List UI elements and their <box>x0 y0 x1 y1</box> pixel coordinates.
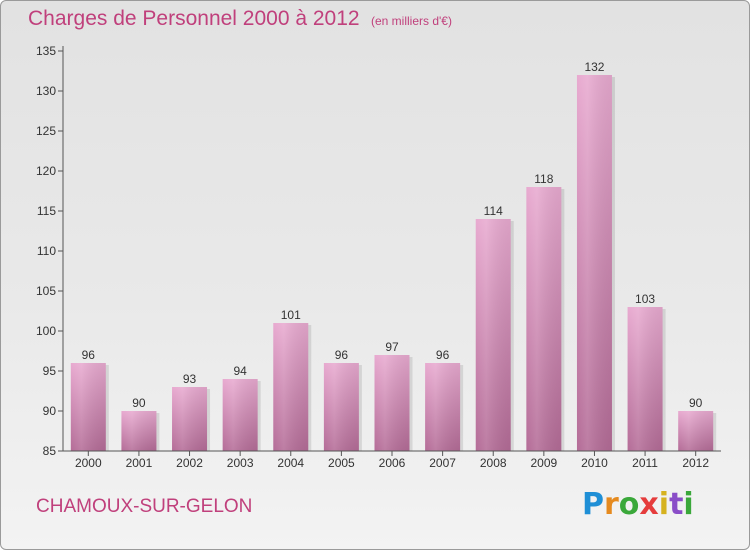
y-tick-label: 110 <box>37 244 56 258</box>
bar-value-label: 118 <box>534 172 553 186</box>
y-tick-label: 120 <box>36 164 56 178</box>
bar-value-label: 90 <box>689 396 703 410</box>
bar-value-label: 96 <box>335 348 349 362</box>
bar-sheen <box>323 363 359 451</box>
y-tick-label: 100 <box>36 324 56 338</box>
y-tick-label: 135 <box>36 44 56 58</box>
logo-letter: t <box>669 487 684 522</box>
y-tick-label: 125 <box>36 124 56 138</box>
bar-value-label: 90 <box>132 396 146 410</box>
proxiti-logo: Proxiti <box>582 487 694 522</box>
logo-letter: P <box>582 487 604 522</box>
y-tick-label: 115 <box>37 204 56 218</box>
chart-subtitle: (en milliers d'€) <box>371 14 452 28</box>
y-tick-label: 105 <box>36 284 56 298</box>
bar-value-label: 103 <box>635 292 655 306</box>
x-tick-label: 2001 <box>126 456 153 470</box>
x-tick-label: 2003 <box>227 456 254 470</box>
x-axis: 2000 2001 2002 2003 2004 2005 2006 2007 2008 2009… <box>63 450 721 470</box>
x-tick-label: 2007 <box>429 456 456 470</box>
bar-value-label: 93 <box>183 372 197 386</box>
bar-sheen <box>475 219 511 451</box>
x-tick-label: 2008 <box>480 456 507 470</box>
x-tick-label: 2006 <box>379 456 406 470</box>
bar-sheen <box>121 411 157 451</box>
y-axis: 85 90 95 100 105 110 115 120 125 130 135 <box>36 44 64 458</box>
bar-value-label: 132 <box>584 60 604 74</box>
logo-letter: r <box>604 487 619 522</box>
bar-value-label: 94 <box>233 364 247 378</box>
y-tick-label: 90 <box>43 404 57 418</box>
bar-value-label: 96 <box>82 348 96 362</box>
y-tick-label: 130 <box>36 84 56 98</box>
bars: 96 90 93 94 101 96 97 96 114 118 132 103 90 <box>70 60 717 451</box>
logo-letter: i <box>683 487 694 522</box>
bar-sheen <box>273 323 309 451</box>
x-tick-label: 2012 <box>682 456 709 470</box>
y-tick-label: 85 <box>43 444 57 458</box>
logo-letter: x <box>639 487 659 522</box>
bar-value-label: 114 <box>484 204 503 218</box>
x-tick-label: 2011 <box>632 456 658 470</box>
logo-letter: o <box>618 487 640 522</box>
logo-letter: i <box>658 487 670 522</box>
commune-name: CHAMOUX-SUR-GELON <box>36 496 253 517</box>
y-tick-label: 95 <box>43 364 57 378</box>
bar-sheen <box>576 75 612 451</box>
bar-sheen <box>222 379 258 451</box>
x-tick-label: 2009 <box>530 456 557 470</box>
bar-sheen <box>678 411 714 451</box>
bar-value-label: 96 <box>436 348 450 362</box>
x-tick-label: 2005 <box>328 456 355 470</box>
bar-sheen <box>374 355 410 451</box>
bar-sheen <box>526 187 562 451</box>
bar-sheen <box>627 307 663 451</box>
x-tick-label: 2010 <box>581 456 608 470</box>
bar-value-label: 101 <box>281 308 301 322</box>
bar-sheen <box>425 363 461 451</box>
bar-value-label: 97 <box>385 340 399 354</box>
x-tick-label: 2002 <box>176 456 203 470</box>
bar-sheen <box>172 387 208 451</box>
x-tick-label: 2004 <box>277 456 304 470</box>
chart-title: Charges de Personnel 2000 à 2012 <box>28 7 360 30</box>
bar-sheen <box>70 363 106 451</box>
x-tick-label: 2000 <box>75 456 102 470</box>
